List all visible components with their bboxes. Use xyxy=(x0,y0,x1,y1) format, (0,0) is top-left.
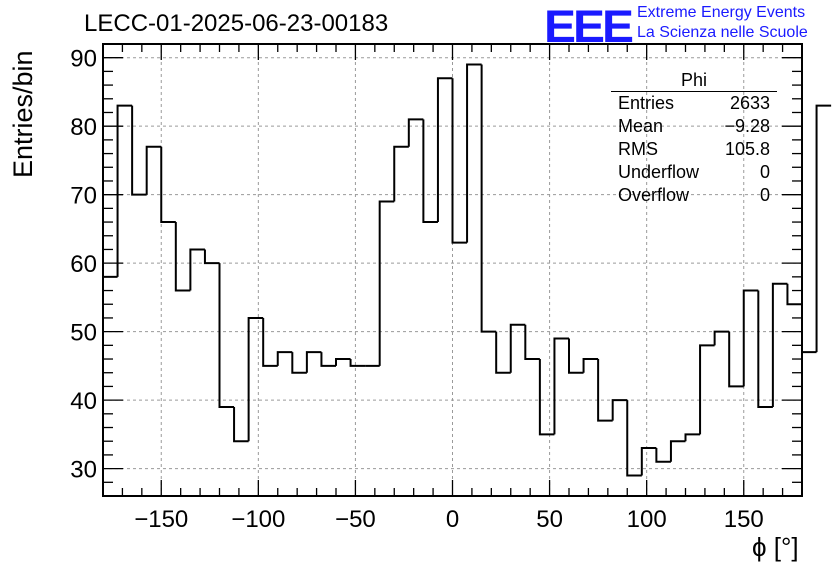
histogram-bin xyxy=(320,352,336,367)
stats-row-rms: RMS 105.8 xyxy=(611,138,777,161)
stats-row-mean: Mean −9.28 xyxy=(611,115,777,138)
logo-caption-line2: La Scienza nelle Scuole xyxy=(637,24,808,41)
histogram-bin xyxy=(582,358,599,373)
stats-value: 0 xyxy=(759,185,770,205)
stats-label: RMS xyxy=(618,139,658,159)
x-tick-label: 50 xyxy=(536,506,563,533)
y-tick-label: 60 xyxy=(70,251,97,278)
histogram-bin xyxy=(524,324,540,361)
x-tick-label: −150 xyxy=(134,506,188,533)
stats-row-underflow: Underflow 0 xyxy=(611,161,777,184)
stats-value: 0 xyxy=(759,162,770,182)
y-tick-label: 90 xyxy=(70,46,97,73)
histogram-bin xyxy=(160,146,176,224)
histogram-bin xyxy=(233,406,249,443)
histogram-bin xyxy=(305,351,322,373)
histogram-bin xyxy=(393,145,409,202)
histogram-bin xyxy=(262,317,278,367)
histogram-bin xyxy=(568,338,584,374)
stats-label: Underflow xyxy=(618,162,700,182)
stats-label: Entries xyxy=(618,93,675,113)
histogram-bin xyxy=(509,323,526,373)
histogram-bin xyxy=(116,104,133,277)
histogram-bin xyxy=(480,64,497,333)
histogram-bin xyxy=(786,283,802,306)
histogram-bin xyxy=(466,63,482,243)
histogram-bin xyxy=(728,331,744,388)
histogram-bin xyxy=(189,248,205,291)
histogram-bin xyxy=(407,118,424,147)
histogram-bin xyxy=(742,289,759,387)
histogram-bin xyxy=(291,352,307,374)
y-tick-label: 70 xyxy=(70,183,97,210)
stats-label: Mean xyxy=(618,116,664,136)
histogram-bin xyxy=(378,200,395,366)
histogram-bin xyxy=(276,351,293,366)
stats-box: Phi Entries 2633 Mean −9.28 RMS 105.8 Un… xyxy=(611,70,777,207)
histogram-bin xyxy=(713,330,730,346)
x-tick-label: −50 xyxy=(335,506,376,533)
x-tick-label: 0 xyxy=(446,506,459,533)
y-tick-label: 30 xyxy=(70,457,97,484)
eee-logo: EEE xyxy=(544,2,634,53)
stats-value: −9.28 xyxy=(724,116,770,136)
stats-name: Phi xyxy=(611,70,777,92)
histogram-bin xyxy=(699,344,715,435)
histogram-bin xyxy=(815,104,832,353)
histogram-bin xyxy=(451,78,468,244)
histogram xyxy=(103,63,832,477)
histogram-bin xyxy=(145,145,162,195)
histogram-bin xyxy=(611,399,628,421)
stats-label: Overflow xyxy=(618,185,690,205)
histogram-bin xyxy=(655,448,671,463)
x-axis-label: ϕ [°] xyxy=(752,532,799,562)
x-tick-label: −100 xyxy=(231,506,285,533)
stats-value: 105.8 xyxy=(724,139,770,159)
histogram-bin xyxy=(131,105,147,196)
histogram-bin xyxy=(538,359,555,436)
y-tick-label: 40 xyxy=(70,388,97,415)
histogram-bin xyxy=(771,282,788,407)
histogram-bin xyxy=(422,119,438,224)
histogram-bin xyxy=(757,290,773,408)
histogram-bin xyxy=(174,222,191,292)
histogram-bin xyxy=(626,400,642,477)
histogram-bin xyxy=(801,304,817,354)
histogram-bin xyxy=(349,359,366,367)
y-tick-label: 80 xyxy=(70,114,97,141)
histogram-bin xyxy=(218,263,235,408)
chart-title: LECC-01-2025-06-23-00183 xyxy=(84,10,389,37)
logo-caption: Extreme Energy Events La Scienza nelle S… xyxy=(637,3,808,43)
histogram-bin xyxy=(640,447,657,476)
histogram-bin xyxy=(553,337,569,435)
histogram-bin xyxy=(684,433,701,442)
histogram-bin xyxy=(436,77,453,223)
axis-tick-labels: −150 −100 −50 0 50 100 150 30 40 50 60 70 80 90 xyxy=(70,46,763,533)
x-tick-label: 100 xyxy=(627,506,667,533)
stats-row-entries: Entries 2633 xyxy=(611,92,777,115)
histogram-bin xyxy=(495,331,511,374)
axis-ticks xyxy=(102,43,803,497)
stats-value: 2633 xyxy=(729,93,770,113)
histogram-bin xyxy=(597,359,613,422)
histogram-bin xyxy=(669,440,686,462)
stats-row-overflow: Overflow 0 xyxy=(611,184,777,207)
logo-caption-line1: Extreme Energy Events xyxy=(637,4,806,21)
x-tick-label: 150 xyxy=(724,506,764,533)
histogram-bin xyxy=(335,358,351,366)
histogram-bin xyxy=(247,316,264,442)
y-axis-label: Entries/bin xyxy=(8,50,38,178)
histogram-bin xyxy=(203,249,220,265)
y-tick-label: 50 xyxy=(70,320,97,347)
